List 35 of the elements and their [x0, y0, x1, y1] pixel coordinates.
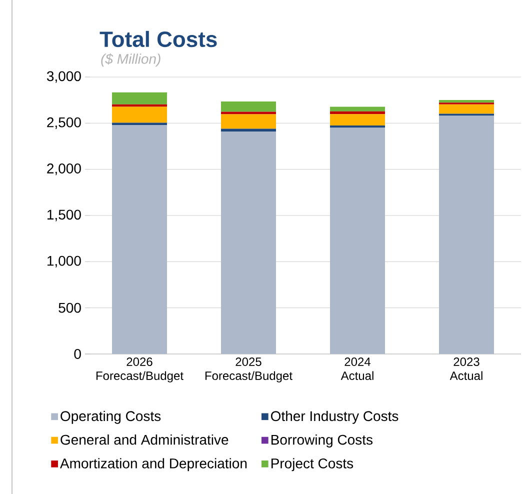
x-tick-label: 2026 Forecast/Budget	[96, 358, 184, 382]
bar	[439, 116, 494, 354]
bar	[330, 125, 385, 128]
bar	[112, 92, 168, 104]
y-tick-label: 2,000	[47, 164, 81, 176]
bar	[330, 106, 385, 112]
bar	[221, 131, 276, 354]
bar	[221, 128, 276, 132]
chart-subtitle: ($ Million)	[101, 53, 160, 67]
bar	[439, 100, 494, 103]
bar	[439, 104, 494, 114]
chart-title: Total Costs	[100, 30, 217, 48]
bar	[221, 101, 276, 112]
bar	[112, 122, 168, 126]
y-tick-label: 1,000	[48, 256, 81, 268]
bar	[221, 114, 276, 129]
bar	[330, 114, 385, 126]
legend-label: Borrowing Costs	[271, 434, 373, 448]
legend-label: Other Industry Costs	[270, 410, 398, 424]
legend-label: Operating Costs	[60, 410, 161, 424]
y-tick-label: 2,500	[47, 117, 81, 129]
y-tick-label: 0	[74, 349, 81, 359]
y-tick-label: 1,500	[48, 210, 81, 222]
legend-label: General and Administrative	[60, 434, 228, 445]
x-tick-label: 2024 Actual	[340, 358, 374, 380]
x-tick-label: 2023 Actual	[450, 358, 482, 380]
bar	[330, 111, 385, 114]
bar	[330, 128, 385, 354]
y-tick-label: 500	[58, 302, 81, 313]
bar	[112, 106, 168, 123]
legend-label: Amortization and Depreciation	[60, 458, 247, 472]
legend-label: Project Costs	[271, 458, 354, 472]
x-tick-label: 2025 Forecast/Budget	[205, 358, 292, 382]
bar	[112, 125, 168, 354]
y-tick-label: 3,000	[46, 71, 81, 83]
